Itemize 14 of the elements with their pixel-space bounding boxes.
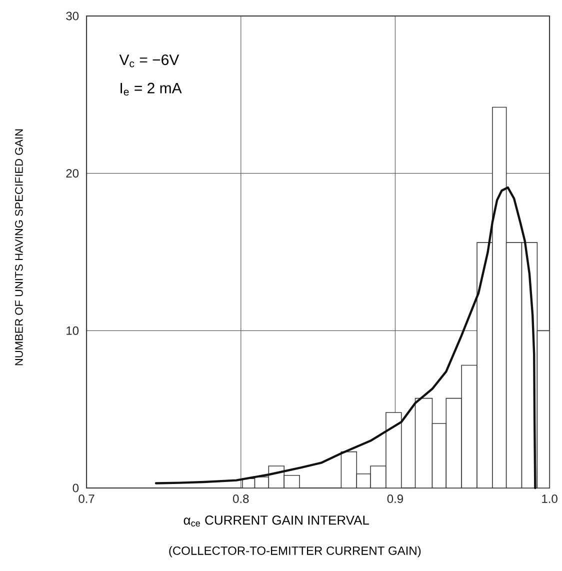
x-tick-label: 0.8 (233, 494, 249, 504)
annotation: V$_{c}$ = −6V (120, 54, 180, 68)
x-tick-label: 1.0 (542, 494, 558, 504)
y-axis-title: NUMBER OF UNITS HAVING SPECIFIED GAIN (15, 129, 24, 366)
y-tick-label: 0 (73, 484, 79, 492)
x-tick-label: 0.7 (78, 494, 95, 504)
y-tick-label: 10 (66, 326, 79, 335)
y-tick-label: 30 (66, 12, 79, 20)
y-tick-label: 20 (66, 169, 79, 178)
x-tick-label: 0.9 (388, 494, 404, 504)
annotation: I$_{e}$ = 2 mA (120, 82, 182, 96)
x-axis-title: α$_{ce}$ CURRENT GAIN INTERVAL (184, 516, 370, 527)
text: (COLLECTOR-TO-EMITTER CURRENT GAIN) (169, 546, 421, 558)
line-series (155, 186, 537, 490)
